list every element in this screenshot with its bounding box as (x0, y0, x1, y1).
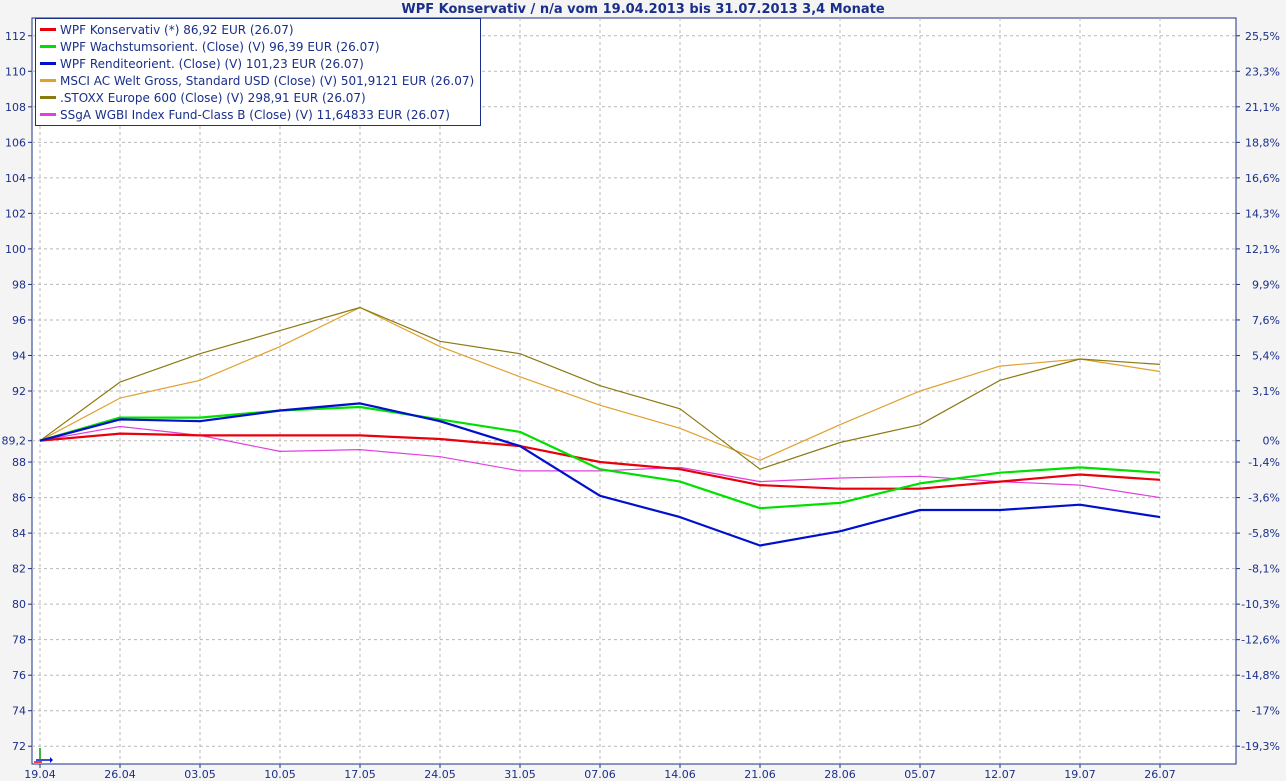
chart-title: WPF Konservativ / n/a vom 19.04.2013 bis… (401, 2, 884, 17)
legend-item: MSCI AC Welt Gross, Standard USD (Close)… (40, 72, 474, 89)
x-tick-label: 19.04 (24, 768, 56, 781)
legend-swatch (40, 79, 56, 82)
x-tick-label: 07.06 (584, 768, 616, 781)
y-tick-label: 78 (12, 634, 26, 647)
x-axis: 19.04 26.04 03.05 10.05 17.05 24.05 31.05 07.06… (24, 764, 1176, 781)
right-tick-label: -8,1% (1248, 563, 1280, 576)
legend-swatch (40, 62, 56, 65)
legend-swatch (40, 45, 56, 48)
right-tick-label: -12,6% (1241, 634, 1280, 647)
legend-item: SSgA WGBI Index Fund-Class B (Close) (V)… (40, 106, 474, 123)
left-y-axis: 72 74 76 78 80 82 84 86 88 89,2 92 94 96 98 100 102 104 1… (2, 30, 32, 753)
series-line-6 (39, 425, 1161, 499)
y-tick-label: 100 (5, 243, 26, 256)
x-tick-label: 21.06 (744, 768, 776, 781)
y-tick-label: 84 (12, 527, 26, 540)
right-tick-label: 7,6% (1252, 314, 1280, 327)
series-line-3 (39, 402, 1161, 547)
right-tick-label: 21,1% (1245, 101, 1280, 114)
y-tick-label: 102 (5, 207, 26, 220)
y-tick-label: 98 (12, 278, 26, 291)
right-tick-label: 12,1% (1245, 243, 1280, 256)
series-line-2 (39, 405, 1161, 510)
y-tick-label: 72 (12, 740, 26, 753)
right-tick-label: -10,3% (1241, 598, 1280, 611)
right-tick-label: -5,8% (1248, 527, 1280, 540)
x-tick-label: 05.07 (904, 768, 936, 781)
right-tick-label: 14,3% (1245, 207, 1280, 220)
series-line-5 (39, 306, 1161, 470)
right-tick-label: 5,4% (1252, 349, 1280, 362)
legend-item: WPF Wachstumsorient. (Close) (V) 96,39 E… (40, 38, 474, 55)
x-tick-label: 14.06 (664, 768, 696, 781)
series-line-1 (39, 432, 1161, 490)
y-tick-label: 108 (5, 101, 26, 114)
legend-label: WPF Wachstumsorient. (Close) (V) 96,39 E… (60, 39, 380, 54)
right-tick-label: 9,9% (1252, 278, 1280, 291)
x-tick-label: 28.06 (824, 768, 856, 781)
y-tick-label: 82 (12, 563, 26, 576)
right-tick-label: -17% (1252, 705, 1280, 718)
legend-swatch (40, 113, 56, 116)
right-tick-label: 25,5% (1245, 30, 1280, 43)
y-tick-label: 86 (12, 492, 26, 505)
right-tick-label: 18,8% (1245, 136, 1280, 149)
series-lines (39, 306, 1161, 547)
y-tick-label: 110 (5, 65, 26, 78)
grid (32, 18, 1236, 764)
legend-swatch (40, 28, 56, 31)
legend-label: MSCI AC Welt Gross, Standard USD (Close)… (60, 73, 475, 88)
y-tick-label: 94 (12, 349, 26, 362)
y-tick-label: 74 (12, 705, 26, 718)
x-tick-label: 19.07 (1064, 768, 1096, 781)
x-tick-label: 12.07 (984, 768, 1016, 781)
legend-label: WPF Konservativ (*) 86,92 EUR (26.07) (60, 22, 294, 37)
origin-marker (34, 748, 53, 763)
right-tick-label: 23,3% (1245, 65, 1280, 78)
x-tick-label: 26.04 (104, 768, 136, 781)
right-y-axis: 25,5% 23,3% 21,1% 18,8% 16,6% 14,3% 12,1% 9,9% 7… (1236, 30, 1280, 753)
legend-item: .STOXX Europe 600 (Close) (V) 298,91 EUR… (40, 89, 474, 106)
right-tick-label: 3,1% (1252, 385, 1280, 398)
y-tick-label: 88 (12, 456, 26, 469)
right-tick-label: 16,6% (1245, 172, 1280, 185)
y-tick-label: 89,2 (2, 435, 27, 448)
y-tick-label: 106 (5, 136, 26, 149)
legend-label: WPF Renditeorient. (Close) (V) 101,23 EU… (60, 56, 364, 71)
y-tick-label: 96 (12, 314, 26, 327)
y-tick-label: 76 (12, 669, 26, 682)
x-tick-label: 03.05 (184, 768, 216, 781)
y-tick-label: 104 (5, 172, 26, 185)
legend-swatch (40, 96, 56, 99)
legend: WPF Konservativ (*) 86,92 EUR (26.07) WPF… (35, 18, 482, 126)
x-tick-label: 26.07 (1144, 768, 1176, 781)
x-tick-label: 24.05 (424, 768, 456, 781)
legend-item: WPF Konservativ (*) 86,92 EUR (26.07) (40, 21, 474, 38)
right-tick-label: -19,3% (1241, 740, 1280, 753)
right-tick-label: 0% (1263, 435, 1280, 448)
legend-label: SSgA WGBI Index Fund-Class B (Close) (V)… (60, 107, 450, 122)
x-tick-label: 31.05 (504, 768, 536, 781)
right-tick-label: -14,8% (1241, 669, 1280, 682)
legend-label: .STOXX Europe 600 (Close) (V) 298,91 EUR… (60, 90, 366, 105)
right-tick-label: -3,6% (1248, 492, 1280, 505)
x-tick-label: 17.05 (344, 768, 376, 781)
y-tick-label: 92 (12, 385, 26, 398)
right-tick-label: -1,4% (1248, 456, 1280, 469)
y-tick-label: 80 (12, 598, 26, 611)
x-tick-label: 10.05 (264, 768, 296, 781)
y-tick-label: 112 (5, 30, 26, 43)
series-line-4 (39, 306, 1161, 461)
legend-item: WPF Renditeorient. (Close) (V) 101,23 EU… (40, 55, 474, 72)
